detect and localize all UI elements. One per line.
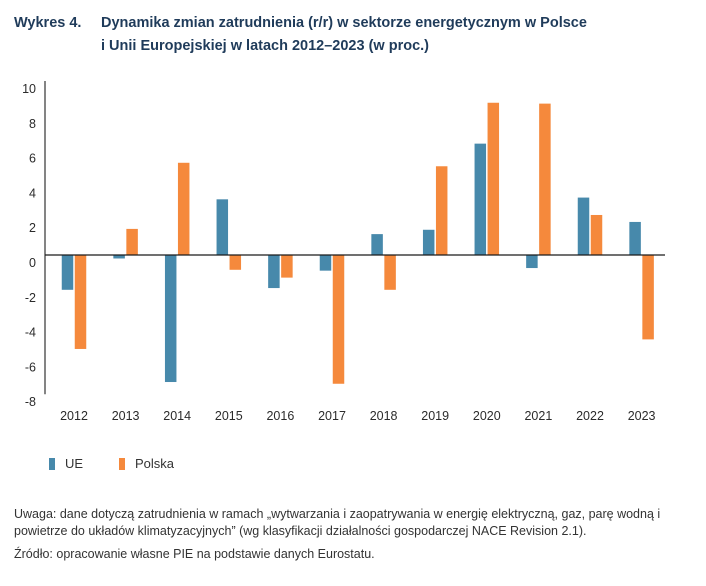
legend-label-polska: Polska [135, 456, 175, 471]
x-tick-label: 2022 [576, 409, 604, 423]
x-tick-label: 2017 [318, 409, 346, 423]
x-tick-label: 2018 [370, 409, 398, 423]
legend-swatch-polska [119, 457, 125, 470]
y-tick-label: 6 [29, 152, 36, 166]
legend-swatch-ue [49, 457, 55, 470]
y-tick-label: -2 [25, 291, 36, 305]
figure-number: Wykres 4. [14, 15, 82, 31]
y-axis: 10 8 6 4 2 0 -2 -4 -6 -8 [22, 81, 46, 409]
legend-label-ue: UE [65, 456, 84, 471]
bar-polska-2021 [539, 103, 551, 256]
legend-item-polska: Polska [119, 456, 174, 471]
bar-ue-2018 [371, 234, 383, 255]
x-tick-label: 2015 [215, 409, 243, 423]
bar-ue-2014 [164, 255, 177, 383]
bar-polska-2012 [74, 255, 87, 349]
bar-ue-2023 [629, 221, 641, 255]
y-tick-label: 2 [29, 221, 36, 235]
bar-polska-2015 [229, 255, 242, 270]
bar-ue-2019 [422, 229, 435, 255]
bar-polska-2013 [126, 228, 138, 255]
chart-title-line-1: Dynamika zmian zatrudnienia (r/r) w sekt… [101, 15, 587, 31]
bar-ue-2015 [216, 199, 229, 255]
bar-polska-2020 [487, 102, 500, 255]
y-tick-label: -8 [25, 395, 36, 409]
x-tick-label: 2013 [112, 409, 140, 423]
bar-chart: 10 8 6 4 2 0 -2 -4 -6 -8 2012 2013 2014 2015 2016 2017… [22, 81, 665, 423]
x-tick-label: 2021 [524, 409, 552, 423]
chart-title: Dynamika zmian zatrudnienia (r/r) w sekt… [101, 12, 587, 58]
x-tick-label: 2014 [163, 409, 191, 423]
legend-item-ue: UE [49, 456, 83, 471]
bar-polska-2022 [590, 214, 603, 255]
bar-ue-2016 [268, 255, 280, 289]
source-text: Źródło: opracowanie własne PIE na podsta… [14, 547, 375, 561]
chart-title-line-2: i Unii Europejskiej w latach 2012–2023 (… [101, 38, 429, 54]
note-text: Uwaga: dane dotyczą zatrudnienia w ramac… [14, 507, 661, 538]
bar-ue-2017 [319, 255, 332, 271]
bar-polska-2016 [281, 255, 293, 278]
x-tick-label: 2020 [473, 409, 501, 423]
x-tick-label: 2016 [266, 409, 294, 423]
bar-polska-2019 [435, 166, 448, 255]
chart-notes: Uwaga: dane dotyczą zatrudnienia w ramac… [14, 506, 704, 563]
bars [61, 102, 654, 384]
bar-ue-2020 [474, 143, 487, 255]
y-tick-label: 0 [29, 256, 36, 270]
bar-ue-2021 [526, 255, 538, 269]
y-tick-label: 8 [29, 117, 36, 131]
bar-polska-2017 [332, 255, 345, 384]
x-tick-label: 2019 [421, 409, 449, 423]
bar-polska-2018 [384, 255, 396, 290]
y-tick-label: 10 [22, 82, 36, 96]
x-tick-label: 2012 [60, 409, 88, 423]
y-tick-label: 4 [29, 186, 36, 200]
bar-polska-2014 [177, 162, 190, 255]
bar-ue-2012 [61, 255, 74, 290]
bar-ue-2013 [113, 255, 125, 259]
y-tick-label: -4 [25, 326, 36, 340]
x-tick-label: 2023 [628, 409, 656, 423]
bar-polska-2023 [642, 255, 654, 340]
y-tick-label: -6 [25, 360, 36, 374]
x-axis: 2012 2013 2014 2015 2016 2017 2018 2019 2020 2021… [45, 254, 665, 423]
bar-ue-2022 [577, 197, 590, 255]
